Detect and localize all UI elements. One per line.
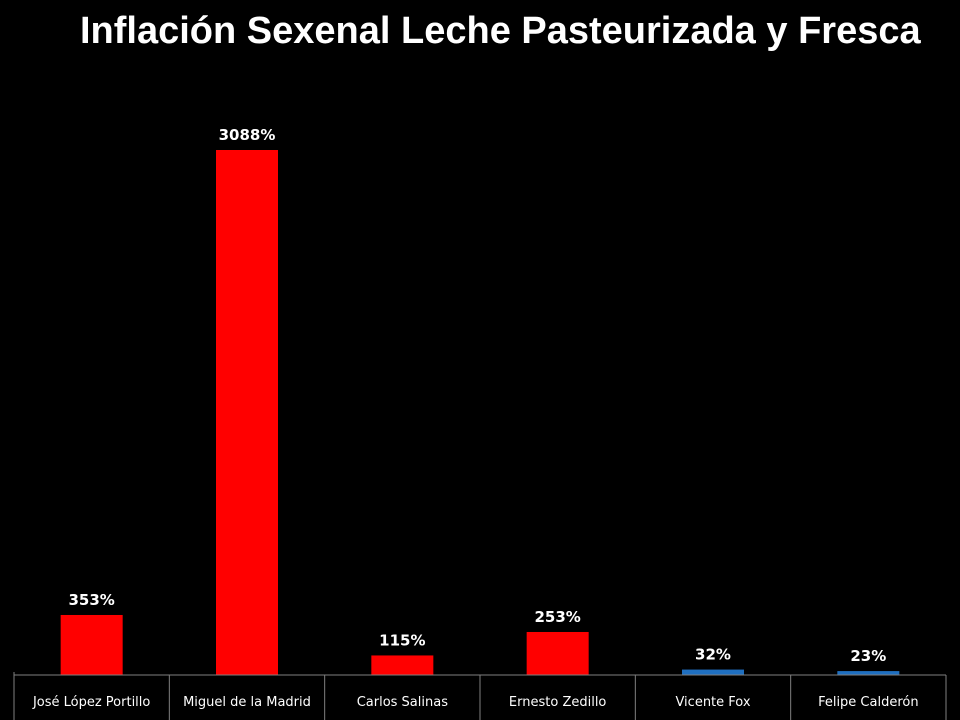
bars-group <box>60 150 900 675</box>
x-tick-label-4: Ernesto Zedillo <box>509 695 607 710</box>
chart-title: Inflación Sexenal Leche Pasteurizada y F… <box>80 10 921 52</box>
bar-3 <box>371 655 434 675</box>
data-label-1: 353% <box>68 591 114 609</box>
data-label-5: 32% <box>695 646 731 664</box>
bar-4 <box>526 631 589 675</box>
bar-2 <box>216 150 278 675</box>
x-tick-label-6: Felipe Calderón <box>818 695 919 710</box>
bar-6 <box>837 671 900 675</box>
bar-5 <box>682 669 744 675</box>
x-tick-label-1: José López Portillo <box>32 695 150 710</box>
x-tick-label-2: Miguel de la Madrid <box>183 695 311 710</box>
x-tick-label-3: Carlos Salinas <box>357 695 449 710</box>
data-labels-group: 353% 3088% 115% 253% 32% 23% <box>68 126 886 665</box>
x-tick-labels-group: José López Portillo Miguel de la Madrid Ca… <box>32 695 919 710</box>
data-label-6: 23% <box>850 647 886 665</box>
data-label-2: 3088% <box>219 126 276 144</box>
data-label-4: 253% <box>534 608 580 626</box>
bar-1 <box>60 614 123 675</box>
x-tick-label-5: Vicente Fox <box>675 695 750 710</box>
x-axis <box>13 672 947 720</box>
data-label-3: 115% <box>379 631 425 649</box>
